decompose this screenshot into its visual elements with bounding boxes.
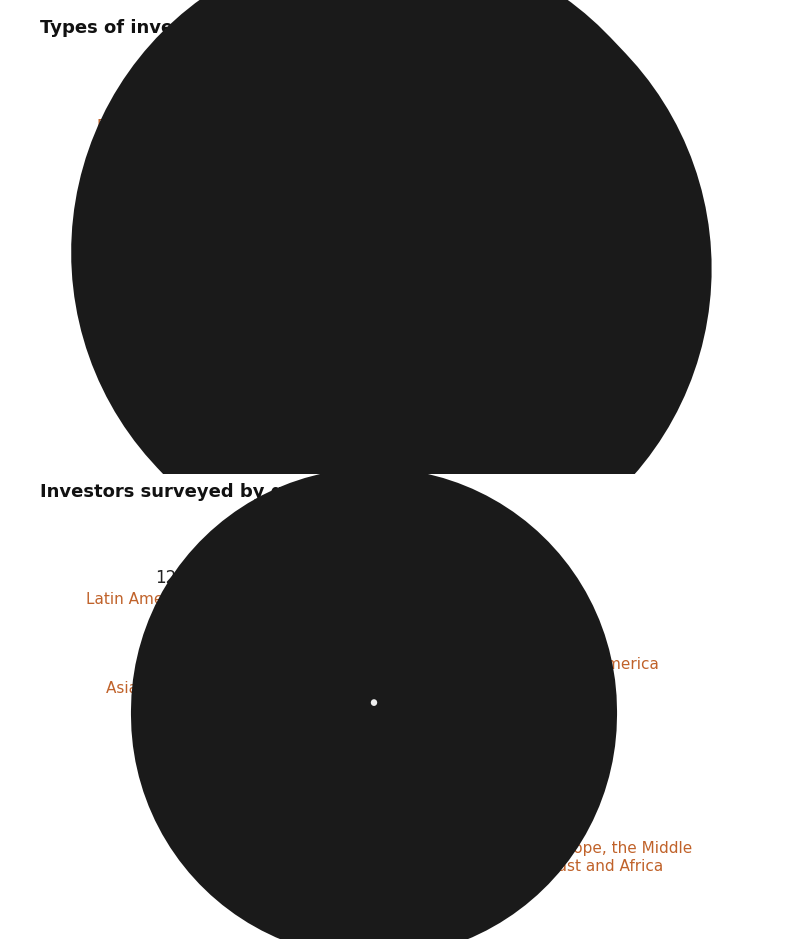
Text: Bank/wealth
manager: Bank/wealth manager	[548, 190, 642, 222]
Ellipse shape	[340, 225, 356, 234]
Text: 36%: 36%	[548, 635, 585, 653]
Ellipse shape	[352, 225, 370, 235]
Text: Fund of funds: Fund of funds	[88, 178, 192, 193]
Text: 4%: 4%	[166, 105, 192, 123]
Text: Investors surveyed by geography: Investors surveyed by geography	[40, 483, 379, 501]
Text: 34%: 34%	[548, 819, 585, 837]
Text: North America: North America	[548, 658, 659, 672]
Circle shape	[341, 211, 355, 227]
Wedge shape	[370, 92, 398, 144]
Text: 26%: 26%	[548, 351, 585, 369]
Text: Endowment/
foundation: Endowment/ foundation	[96, 119, 192, 152]
Text: 18%: 18%	[155, 289, 192, 307]
Text: 4%: 4%	[166, 97, 192, 115]
Text: 16%: 16%	[155, 156, 192, 174]
Wedge shape	[298, 292, 504, 404]
Text: 12%: 12%	[155, 570, 192, 588]
Circle shape	[353, 210, 370, 227]
Ellipse shape	[374, 680, 390, 702]
Wedge shape	[222, 111, 322, 241]
Text: 29%: 29%	[548, 167, 585, 185]
Circle shape	[337, 671, 403, 742]
Text: Family office: Family office	[548, 373, 644, 388]
Circle shape	[366, 694, 382, 712]
Ellipse shape	[345, 677, 371, 716]
Text: Asia Pacific: Asia Pacific	[106, 681, 192, 696]
Text: Pension: Pension	[133, 312, 192, 326]
Text: Types of investors surveyed: Types of investors surveyed	[40, 19, 323, 37]
Wedge shape	[298, 97, 345, 155]
Wedge shape	[333, 92, 370, 145]
Circle shape	[272, 144, 468, 351]
Circle shape	[272, 609, 468, 815]
Circle shape	[371, 700, 378, 706]
Text: 18%: 18%	[155, 659, 192, 677]
Text: 3%: 3%	[548, 97, 574, 115]
Wedge shape	[230, 744, 484, 868]
Wedge shape	[222, 598, 302, 760]
Wedge shape	[370, 556, 518, 811]
Circle shape	[366, 211, 382, 227]
Text: Insurance: Insurance	[117, 127, 192, 142]
Circle shape	[332, 666, 408, 747]
Text: Latin America: Latin America	[86, 592, 192, 607]
Ellipse shape	[366, 225, 382, 234]
Wedge shape	[269, 556, 370, 635]
Wedge shape	[222, 238, 322, 384]
Circle shape	[329, 195, 393, 263]
Wedge shape	[389, 95, 518, 314]
Text: Sovereign
wealth fund: Sovereign wealth fund	[548, 118, 638, 152]
Text: Europe, the Middle
East and Africa: Europe, the Middle East and Africa	[548, 842, 692, 874]
